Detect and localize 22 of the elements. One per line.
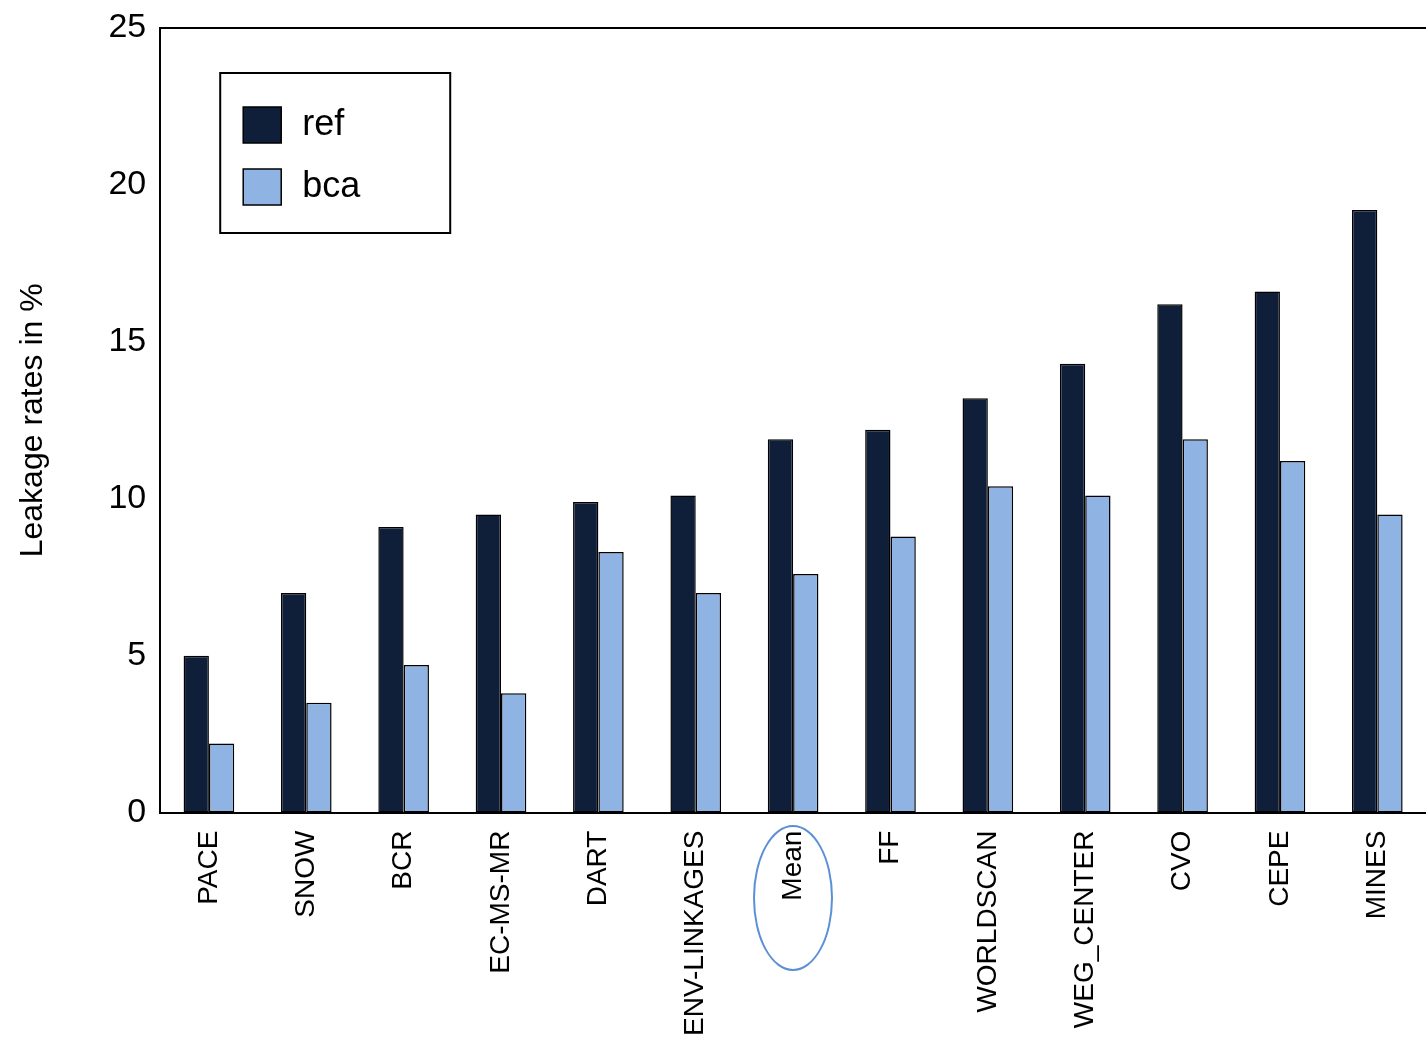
y-tick-label: 10 [108, 477, 147, 516]
x-tick-label: Mean [775, 830, 807, 901]
x-tick-label: FF [873, 830, 905, 865]
x-tick-label: MINES [1360, 830, 1392, 920]
x-tick-label: WORLDSCAN [970, 830, 1002, 1013]
x-tick-label: DART [581, 830, 613, 907]
y-tick-label: 0 [127, 790, 147, 829]
y-axis-title: Leakage rates in % [13, 283, 50, 558]
y-tick-label: 25 [108, 6, 147, 45]
x-tick-label: CVO [1165, 830, 1197, 892]
x-tick-label: WEG_CENTER [1067, 830, 1099, 1029]
y-tick-label: 20 [108, 163, 147, 202]
y-tick-label: 15 [108, 320, 147, 359]
x-tick-label: SNOW [288, 830, 320, 918]
x-tick-label: BCR [386, 830, 418, 890]
x-tick-label: EC-MS-MR [483, 830, 515, 974]
y-tick-label: 5 [127, 634, 147, 673]
legend-label: bca [302, 163, 362, 205]
x-tick-label: ENV-LINKAGES [678, 830, 710, 1036]
x-tick-label: CEPE [1262, 830, 1294, 907]
legend-label: ref [302, 101, 346, 143]
x-tick-label: PACE [191, 830, 223, 905]
